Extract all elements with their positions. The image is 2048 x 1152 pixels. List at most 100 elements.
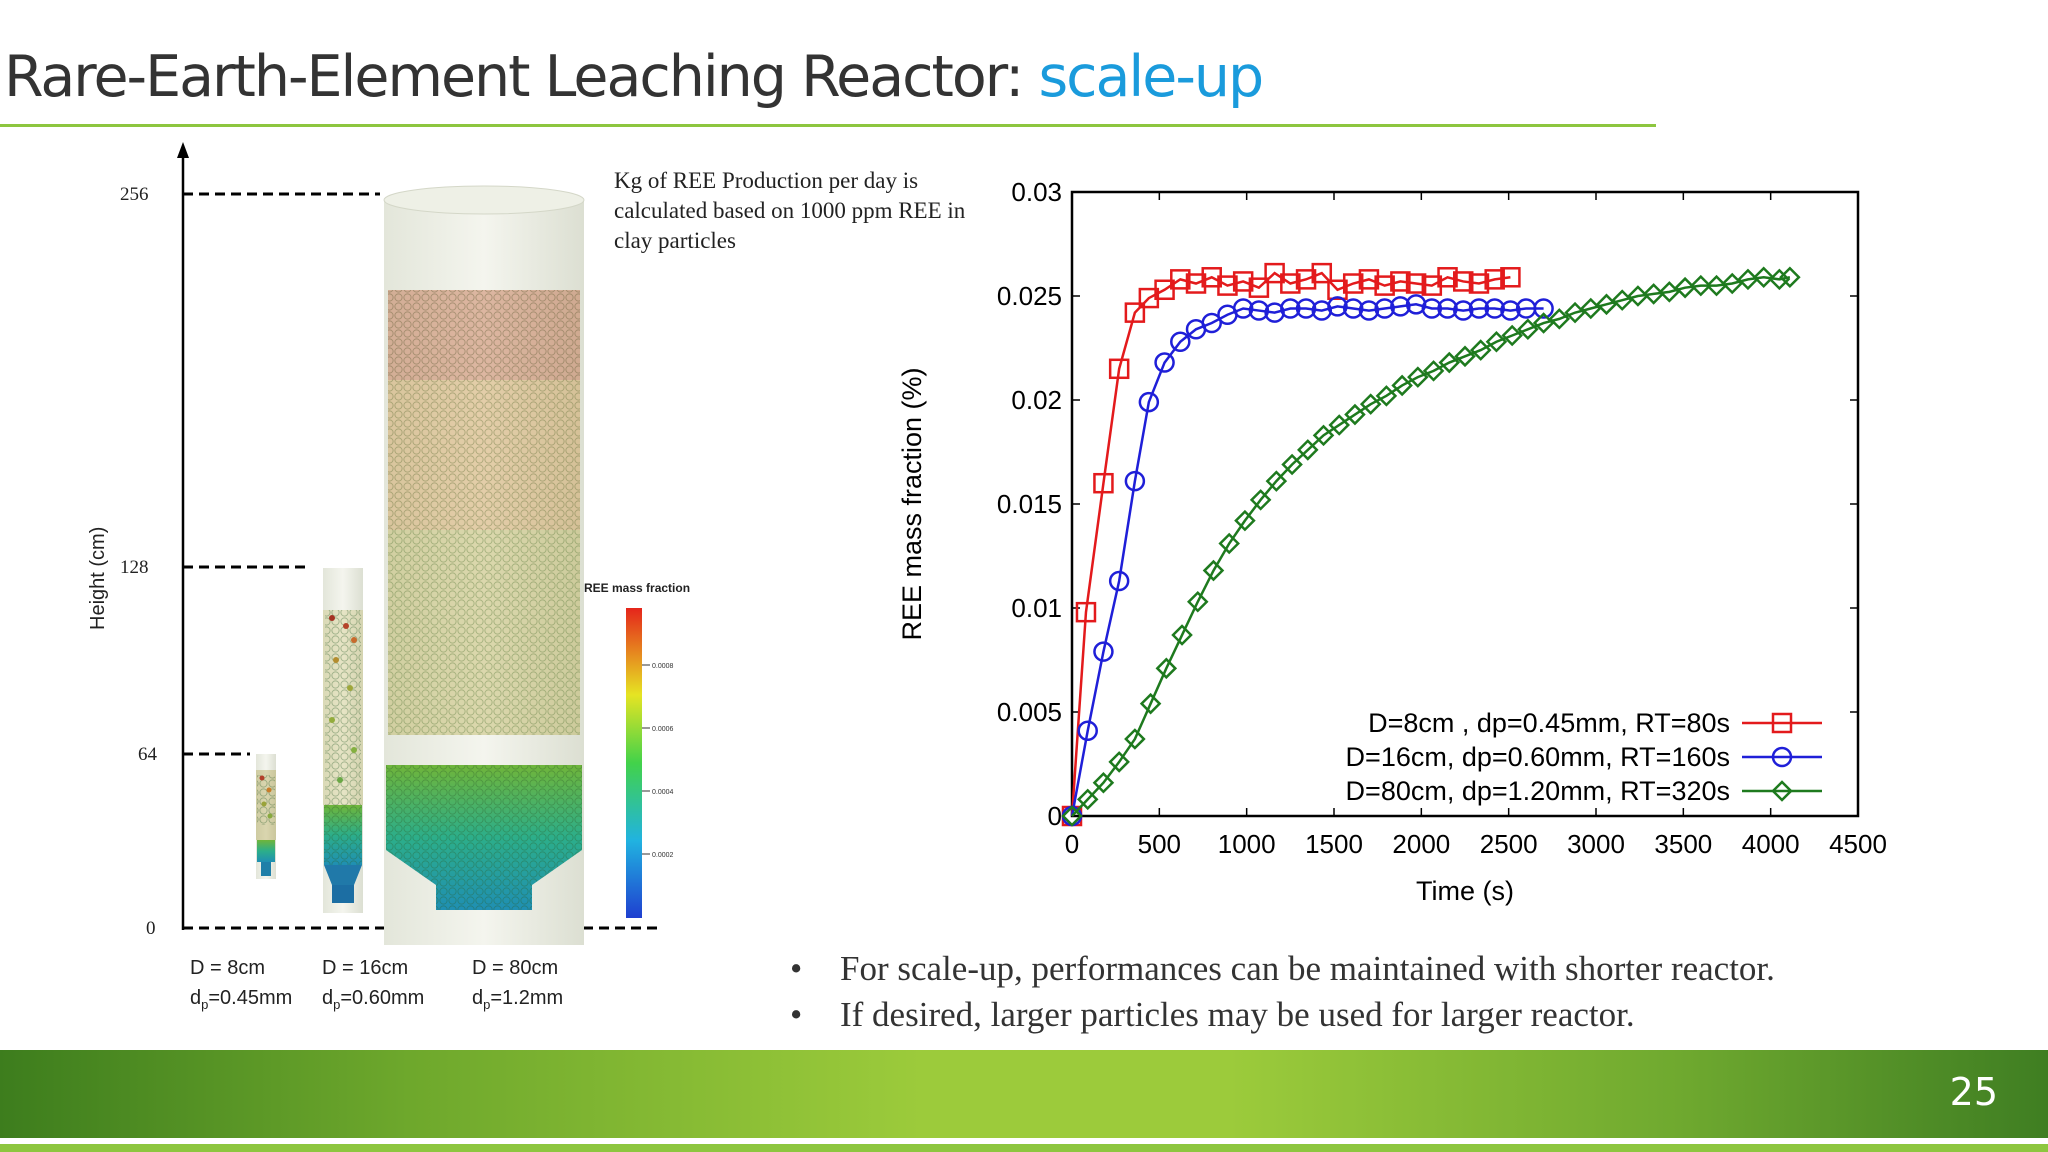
data-point-3: [1344, 403, 1366, 426]
x-tick-label: 2000: [1392, 829, 1450, 859]
data-point-1: [1124, 302, 1146, 323]
x-tick-label: 500: [1138, 829, 1181, 859]
y-tick-label: 0.03: [1011, 177, 1062, 207]
data-point-3: [1139, 692, 1162, 715]
x-tick-label: 0: [1065, 829, 1079, 859]
data-point-3: [1517, 318, 1539, 341]
data-point-3: [1312, 424, 1335, 447]
y-tick-label: 0.025: [997, 281, 1062, 311]
data-point-2: [1390, 296, 1411, 317]
data-point-1: [1232, 271, 1254, 292]
data-point-3: [1779, 266, 1801, 289]
reactor-medium-dp: dp=0.60mm: [322, 987, 424, 1012]
data-point-1: [1311, 262, 1333, 284]
data-point-1: [1358, 269, 1380, 290]
data-point-3: [1328, 414, 1351, 436]
data-point-2: [1342, 298, 1364, 319]
data-point-2: [1468, 298, 1490, 319]
data-point-3: [1375, 385, 1398, 407]
data-point-3: [1579, 297, 1602, 320]
y-axis-label: REE mass fraction (%): [897, 367, 927, 640]
data-point-1: [1468, 273, 1490, 294]
data-point-1: [1075, 601, 1097, 623]
series-line-2: [1070, 303, 1544, 817]
data-point-3: [1438, 351, 1461, 374]
data-point-3: [1501, 324, 1523, 347]
reactor-large: [383, 185, 585, 945]
x-tick-label: 3000: [1567, 829, 1625, 859]
y-tick-label: 0.01: [1011, 593, 1062, 623]
data-point-3: [1611, 289, 1633, 311]
tick-256: 256: [120, 184, 149, 205]
data-point-3: [1454, 345, 1476, 368]
data-point-3: [1721, 272, 1744, 295]
data-point-1: [1170, 269, 1191, 290]
bullet-text: For scale-up, performances can be mainta…: [840, 949, 1775, 988]
x-tick-label: 4000: [1742, 829, 1800, 859]
x-axis-label: Time (s): [1416, 876, 1514, 906]
data-point-2: [1248, 300, 1270, 321]
x-tick-label: 1000: [1218, 829, 1276, 859]
bullet-item: • If desired, larger particles may be use…: [790, 992, 1775, 1038]
data-point-3: [1469, 339, 1492, 361]
x-tick-label: 1500: [1305, 829, 1363, 859]
title-accent: scale-up: [1038, 44, 1264, 110]
data-point-1: [1390, 271, 1411, 292]
data-point-1: [1154, 279, 1175, 301]
data-point-2: [1500, 300, 1521, 321]
tick-128: 128: [120, 557, 149, 578]
x-tick-label: 4500: [1829, 829, 1887, 859]
data-point-3: [1061, 805, 1083, 827]
data-point-1: [1453, 271, 1474, 292]
data-point-3: [1234, 509, 1256, 532]
data-point-1: [1280, 273, 1301, 294]
data-point-2: [1421, 298, 1443, 319]
height-axis-label: Height (cm): [87, 527, 109, 630]
data-point-2: [1358, 300, 1380, 321]
bullet-dot-icon: •: [790, 995, 803, 1034]
ree-mass-fraction-chart: 0 500 1000 1500 2000 2500 3000 3500 4000 4500 0 0.0…: [897, 177, 1887, 906]
data-point-3: [1595, 293, 1618, 316]
colorbar-title: REE mass fraction: [584, 581, 690, 595]
colorbar: [626, 608, 642, 918]
colorbar-tick: 0.0008: [652, 663, 674, 670]
data-point-1: [1405, 273, 1427, 294]
legend-label-1: D=8cm , dp=0.45mm, RT=80s: [1368, 708, 1730, 738]
series-line-3: [1071, 276, 1791, 817]
data-point-3: [1359, 393, 1382, 415]
data-point-3: [1202, 559, 1225, 582]
data-point-2: [1154, 352, 1175, 373]
reactor-small: [256, 754, 276, 879]
x-tick-label: 3500: [1654, 829, 1712, 859]
reactor-medium-diameter: D = 16cm: [322, 957, 408, 979]
y-tick-label: 0.005: [997, 697, 1062, 727]
production-note: Kg of REE Production per day is calculat…: [614, 168, 966, 253]
data-point-3: [1124, 728, 1146, 750]
legend-marker-1: [1771, 712, 1793, 734]
data-point-2: [1437, 298, 1458, 319]
legend-marker-2: [1771, 746, 1793, 768]
data-point-2: [1201, 312, 1222, 334]
data-point-2: [1170, 331, 1191, 353]
data-point-3: [1422, 360, 1445, 382]
data-point-3: [1391, 374, 1413, 397]
data-point-3: [1297, 439, 1319, 461]
data-point-3: [1265, 470, 1288, 492]
legend-marker-3: [1771, 780, 1793, 802]
reactor-small-diameter: D = 8cm: [190, 957, 265, 979]
bullet-list: • For scale-up, performances can be maint…: [790, 946, 1775, 1038]
data-point-2: [1295, 298, 1317, 319]
reactor-small-dp: dp=0.45mm: [190, 987, 292, 1012]
data-point-3: [1564, 301, 1586, 324]
data-point-2: [1374, 298, 1395, 319]
data-point-3: [1249, 489, 1272, 511]
data-point-3: [1076, 788, 1099, 811]
data-point-3: [1155, 657, 1178, 680]
reactor-figure: 256 128 64 0 Height (cm): [87, 142, 690, 1012]
data-point-3: [1548, 308, 1571, 330]
data-point-2: [1108, 570, 1130, 592]
legend-label-2: D=16cm, dp=0.60mm, RT=160s: [1346, 742, 1730, 772]
data-point-2: [1138, 391, 1160, 413]
data-point-2: [1533, 298, 1554, 319]
colorbar-tick: 0.0004: [652, 789, 674, 796]
